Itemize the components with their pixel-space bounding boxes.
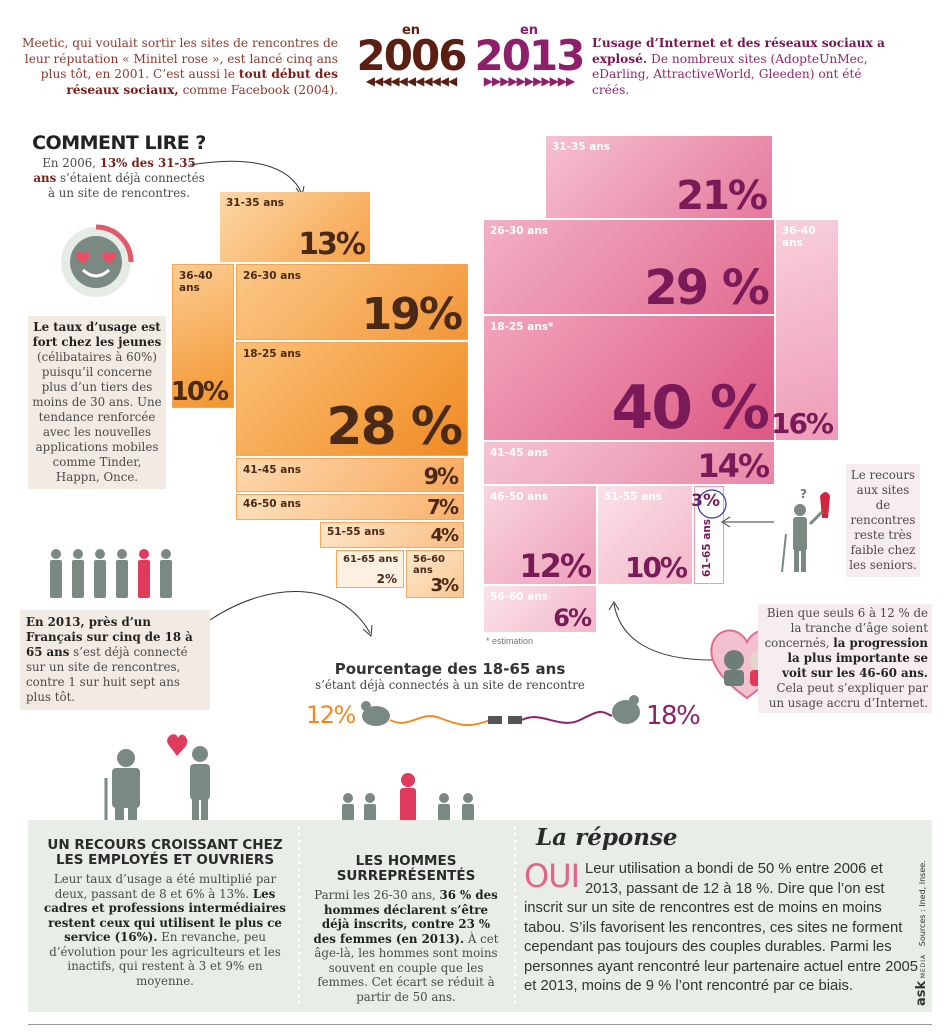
left-note-arrow: [209, 590, 373, 638]
cell-2006-36-40: 36-40 ans 10%: [171, 264, 234, 408]
cell-2006-26-30: 26-30 ans 19%: [236, 264, 468, 340]
rats-cable-illustration: [361, 695, 640, 726]
overall-subtitle: s’étant déjà connectés à un site de renc…: [315, 678, 585, 692]
cell-2013-41-45: 41-45 ans 14%: [484, 442, 774, 484]
footer-col1-title: UN RECOURS CROISSANT CHEZ LES EMPLOYÉS E…: [47, 837, 283, 868]
answer-title: La réponse: [536, 824, 678, 851]
cell-2013-36-40: 36-40 ans 16%: [771, 220, 838, 440]
overall-block: Pourcentage des 18-65 ans s’étant déjà c…: [300, 660, 600, 692]
right-note-2-arrow: [608, 601, 713, 661]
how-to-read: COMMENT LIRE ? En 2006, 13% des 31-35 an…: [30, 132, 208, 201]
arrows-icon: ▶▶▶▶▶▶▶▶▶▶▶: [483, 74, 576, 88]
sources-text: Sources : Ined, Insee.: [918, 860, 927, 947]
cell-2006-61-65: 61-65 ans 2%: [336, 550, 404, 588]
svg-text:?: ?: [800, 487, 807, 501]
cell-2006-41-45: 41-45 ans 9%: [236, 458, 464, 492]
right-note-arrow: [721, 516, 774, 528]
footer-col-workers: UN RECOURS CROISSANT CHEZ LES EMPLOYÉS E…: [44, 837, 286, 988]
left-note-young: Le taux d’usage est fort chez les jeunes…: [28, 316, 166, 489]
cell-2006-56-60: 56-60 ans 3%: [406, 550, 464, 598]
overall-title: Pourcentage des 18-65 ans: [334, 660, 566, 678]
left-note-2013: En 2013, près d’un Français sur cinq de …: [20, 610, 210, 710]
answer-text: OUI Leur utilisation a bondi de 50 % ent…: [524, 857, 919, 994]
right-note-seniors: Le recours aux sites de rencontres reste…: [846, 464, 920, 577]
how-to-read-title: COMMENT LIRE ?: [32, 132, 206, 154]
arrows-icon: ◀◀◀◀◀◀◀◀◀◀◀: [365, 74, 458, 88]
estimation-note: * estimation: [486, 636, 534, 646]
right-note-46-60: Bien que seuls 6 à 12 % de la tranche d’…: [758, 604, 932, 713]
cell-2006-18-25: 18-25 ans 28 %: [236, 342, 468, 456]
cell-2013-31-35: 31-35 ans 21%: [546, 136, 772, 218]
cell-2013-56-60: 56-60 ans 6%: [484, 586, 596, 632]
cell-2013-51-55: 51-55 ans 10%: [598, 486, 692, 584]
footer-col-answer: La réponse: [536, 824, 916, 851]
footer-col-men: LES HOMMES SURREPRÉSENTÉS Parmi les 26-3…: [313, 853, 499, 1004]
year-2013: en 2013 ▶▶▶▶▶▶▶▶▶▶▶: [470, 24, 588, 87]
logo-sub: MEDIA: [920, 953, 927, 979]
logo: ask: [914, 980, 929, 1006]
footer-col2-title: LES HOMMES SURREPRÉSENTÉS: [336, 853, 476, 884]
highlight-circle: [697, 489, 727, 519]
cell-2013-26-30: 26-30 ans 29 %: [484, 220, 774, 314]
intro-right-text: L’usage d’Internet et des réseaux sociau…: [592, 36, 885, 97]
year-2006: en 2006 ◀◀◀◀◀◀◀◀◀◀◀: [352, 24, 470, 87]
people-group-icon: [50, 549, 172, 598]
overall-2013-value: 18%: [646, 701, 701, 731]
answer-oui: OUI: [524, 857, 580, 895]
cell-2013-46-50: 46-50 ans 12%: [484, 486, 596, 584]
sources-vertical: ask MEDIA Sources : Ined, Insee.: [914, 856, 944, 1016]
footer-divider-2: [514, 826, 516, 1006]
footer-panel: [28, 820, 932, 1012]
cell-2013-61-65: 61-65 ans 3%: [691, 486, 724, 584]
worker-and-woman-icon: [104, 734, 210, 830]
heart-eyes-smiley-icon: [61, 224, 134, 297]
cell-2006-31-35: 31-35 ans 13%: [220, 192, 370, 262]
cell-2006-46-50: 46-50 ans 7%: [236, 494, 464, 520]
intro-left-text: Meetic, qui voulait sortir les sites de …: [21, 36, 338, 97]
bottom-rule: [28, 1024, 932, 1025]
overall-2006-value: 12%: [306, 701, 356, 729]
cell-2013-18-25: 18-25 ans* 40 %: [484, 316, 774, 440]
footer-divider-1: [298, 826, 300, 1006]
senior-with-cane-icon: ?: [781, 487, 830, 573]
cell-2006-51-55: 51-55 ans 4%: [320, 522, 464, 548]
